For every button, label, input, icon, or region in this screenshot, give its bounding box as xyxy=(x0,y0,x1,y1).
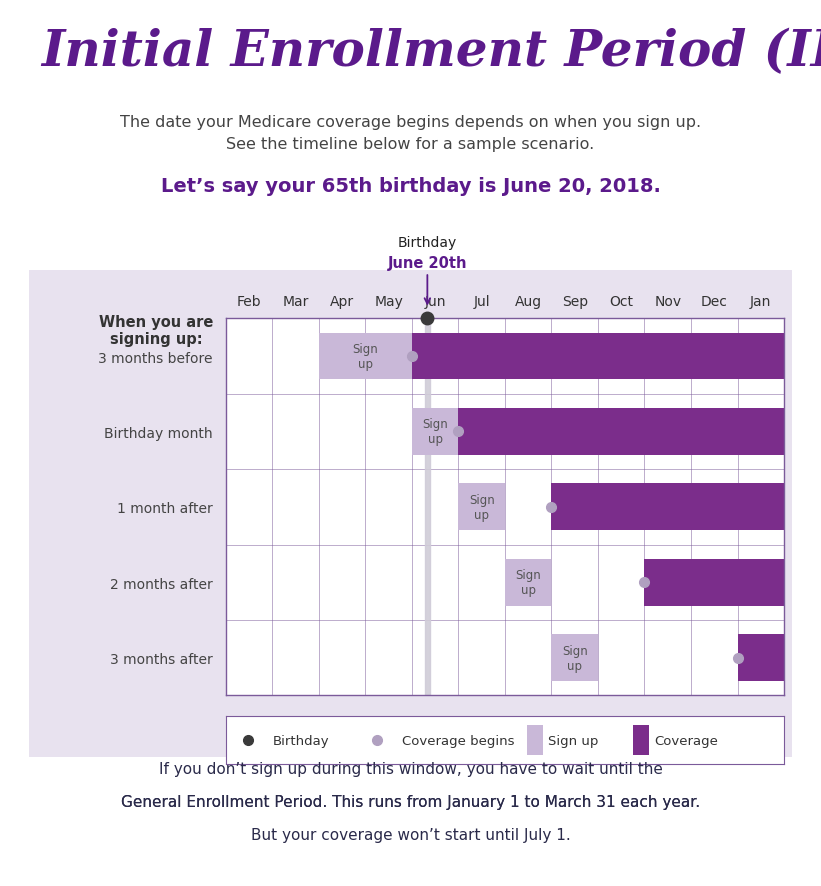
Text: The date your Medicare coverage begins depends on when you sign up.: The date your Medicare coverage begins d… xyxy=(120,115,701,130)
Text: Sign
up: Sign up xyxy=(469,494,494,521)
Text: Birthday: Birthday xyxy=(273,734,330,747)
Bar xyxy=(505,559,552,606)
Text: Initial Enrollment Period (IEP): Initial Enrollment Period (IEP) xyxy=(41,28,821,77)
Bar xyxy=(737,634,784,681)
Text: Sign
up: Sign up xyxy=(352,343,378,370)
Text: Sign
up: Sign up xyxy=(516,569,541,596)
Bar xyxy=(319,333,412,380)
Text: Birthday: Birthday xyxy=(397,236,457,250)
Text: Coverage begins: Coverage begins xyxy=(401,734,514,747)
Text: June 20th: June 20th xyxy=(388,256,467,271)
Bar xyxy=(633,726,649,755)
Bar xyxy=(412,333,784,380)
Text: See the timeline below for a sample scenario.: See the timeline below for a sample scen… xyxy=(227,137,594,152)
Bar xyxy=(458,484,505,531)
Bar xyxy=(552,484,784,531)
Text: If you don’t sign up during this window, you have to wait until the: If you don’t sign up during this window,… xyxy=(158,762,663,776)
Bar xyxy=(552,634,598,681)
Bar xyxy=(424,319,430,696)
Bar xyxy=(644,559,784,606)
Text: General Enrollment Period. This runs from January 1 to March 31 each year.: General Enrollment Period. This runs fro… xyxy=(121,795,700,809)
Text: Sign
up: Sign up xyxy=(422,418,448,446)
Text: General Enrollment Period: General Enrollment Period xyxy=(297,795,524,809)
Text: When you are
signing up:: When you are signing up: xyxy=(99,315,213,347)
Bar xyxy=(527,726,543,755)
Text: Coverage: Coverage xyxy=(654,734,718,747)
Text: General Enrollment Period. This runs from January 1 to March 31 each year.: General Enrollment Period. This runs fro… xyxy=(121,795,700,809)
Text: But your coverage won’t start until July 1.: But your coverage won’t start until July… xyxy=(250,828,571,842)
Bar xyxy=(458,408,784,455)
Text: Sign
up: Sign up xyxy=(562,644,588,672)
Text: Let’s say your 65th birthday is June 20, 2018.: Let’s say your 65th birthday is June 20,… xyxy=(161,177,660,196)
Bar xyxy=(412,408,458,455)
Text: Sign up: Sign up xyxy=(548,734,599,747)
